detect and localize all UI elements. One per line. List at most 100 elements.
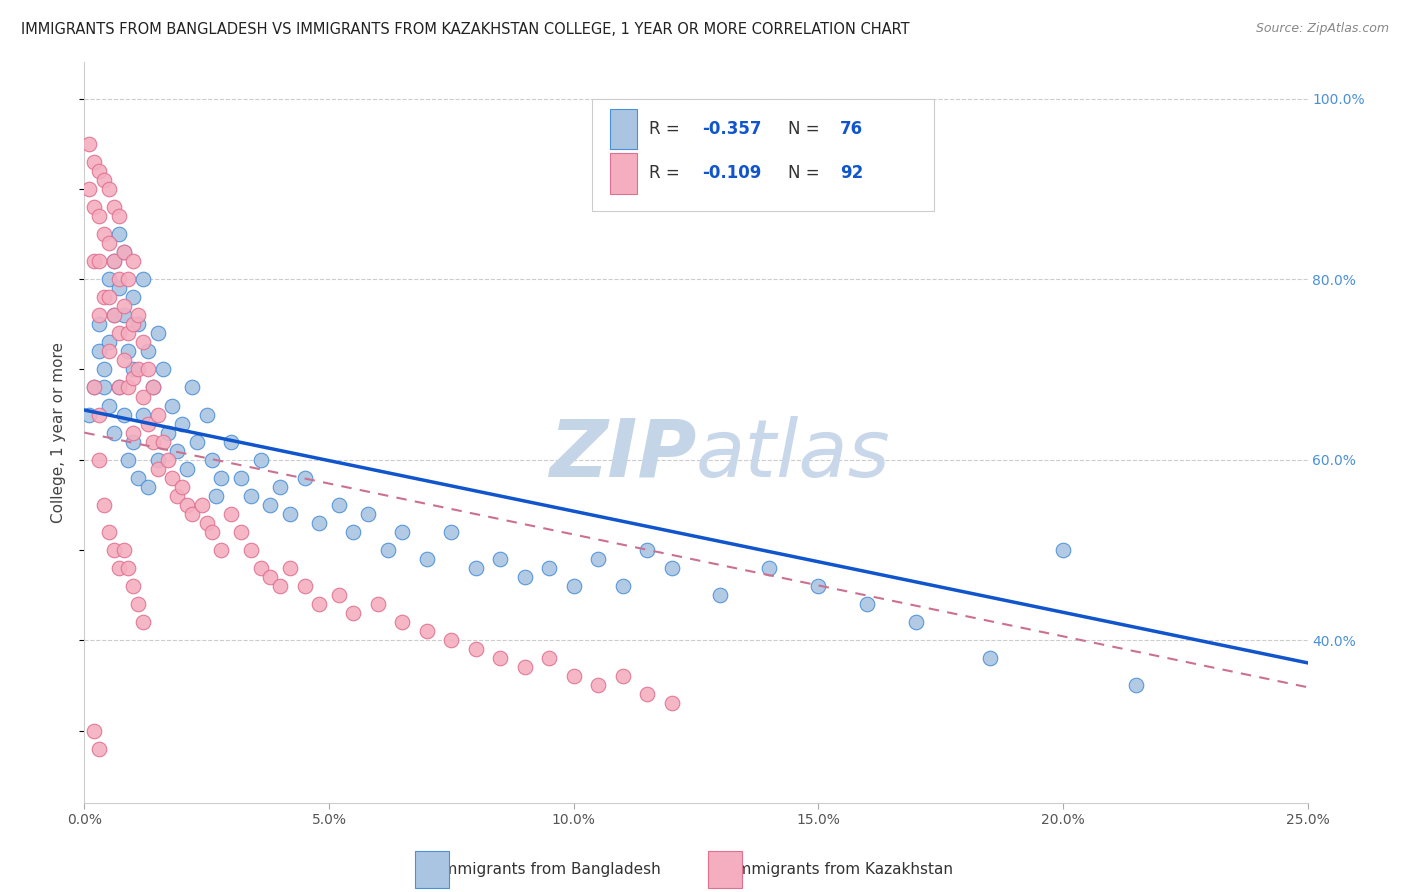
Point	[122, 362, 145, 376]
Point	[97, 524, 120, 539]
Point	[122, 290, 145, 304]
Point	[195, 408, 218, 422]
Point	[97, 235, 120, 250]
Point	[229, 524, 252, 539]
Point	[83, 380, 105, 394]
Point	[107, 380, 129, 394]
Point	[112, 245, 135, 260]
Point	[416, 552, 439, 566]
Point	[97, 344, 120, 359]
Point	[979, 651, 1001, 665]
Point	[83, 380, 105, 394]
Point	[200, 524, 222, 539]
Text: R =: R =	[650, 164, 686, 183]
Point	[152, 362, 174, 376]
Point	[117, 326, 139, 341]
Point	[205, 489, 228, 503]
Point	[146, 408, 169, 422]
Point	[87, 408, 110, 422]
Point	[612, 579, 634, 593]
Point	[117, 344, 139, 359]
Point	[97, 399, 120, 413]
Point	[122, 434, 145, 449]
Point	[294, 579, 316, 593]
Point	[107, 326, 129, 341]
Point	[489, 651, 512, 665]
Point	[87, 741, 110, 756]
Point	[440, 524, 463, 539]
Point	[661, 697, 683, 711]
Point	[132, 408, 155, 422]
Point	[416, 624, 439, 639]
Point	[107, 561, 129, 575]
Point	[1125, 678, 1147, 692]
Point	[127, 597, 149, 611]
Point	[391, 524, 413, 539]
Point	[93, 227, 115, 241]
Text: 92: 92	[841, 164, 863, 183]
Point	[166, 489, 188, 503]
Point	[136, 344, 159, 359]
Point	[103, 254, 125, 268]
Point	[87, 209, 110, 223]
Point	[391, 615, 413, 630]
Point	[195, 516, 218, 530]
Point	[103, 308, 125, 322]
Point	[93, 380, 115, 394]
Point	[87, 344, 110, 359]
FancyBboxPatch shape	[592, 99, 935, 211]
Point	[87, 318, 110, 332]
Point	[103, 425, 125, 440]
Point	[249, 561, 271, 575]
Point	[367, 597, 389, 611]
Point	[107, 281, 129, 295]
Point	[127, 318, 149, 332]
Point	[146, 461, 169, 475]
Point	[122, 318, 145, 332]
Point	[661, 561, 683, 575]
Point	[464, 642, 486, 657]
FancyBboxPatch shape	[709, 851, 742, 888]
Point	[107, 272, 129, 286]
Point	[229, 471, 252, 485]
Point	[162, 471, 184, 485]
Point	[136, 417, 159, 431]
Point	[636, 688, 658, 702]
Text: R =: R =	[650, 120, 686, 138]
Text: -0.109: -0.109	[702, 164, 762, 183]
Point	[239, 543, 262, 558]
Point	[146, 452, 169, 467]
Point	[107, 227, 129, 241]
Text: ZIP: ZIP	[548, 416, 696, 494]
Point	[87, 308, 110, 322]
Text: Immigrants from Bangladesh: Immigrants from Bangladesh	[437, 862, 661, 877]
Point	[122, 371, 145, 385]
Point	[905, 615, 928, 630]
Point	[156, 425, 179, 440]
Point	[278, 561, 301, 575]
Point	[513, 660, 536, 674]
Point	[77, 408, 100, 422]
Point	[440, 633, 463, 648]
Point	[209, 543, 232, 558]
Point	[93, 362, 115, 376]
Point	[308, 516, 330, 530]
Point	[856, 597, 879, 611]
Point	[112, 408, 135, 422]
Point	[117, 561, 139, 575]
Point	[97, 182, 120, 196]
Y-axis label: College, 1 year or more: College, 1 year or more	[51, 343, 66, 523]
Point	[127, 308, 149, 322]
Point	[117, 452, 139, 467]
Point	[77, 136, 100, 151]
Point	[117, 380, 139, 394]
Point	[127, 362, 149, 376]
FancyBboxPatch shape	[415, 851, 449, 888]
Point	[136, 362, 159, 376]
Point	[97, 335, 120, 350]
Point	[132, 272, 155, 286]
Point	[142, 434, 165, 449]
Point	[93, 290, 115, 304]
Point	[278, 507, 301, 521]
Point	[342, 524, 364, 539]
